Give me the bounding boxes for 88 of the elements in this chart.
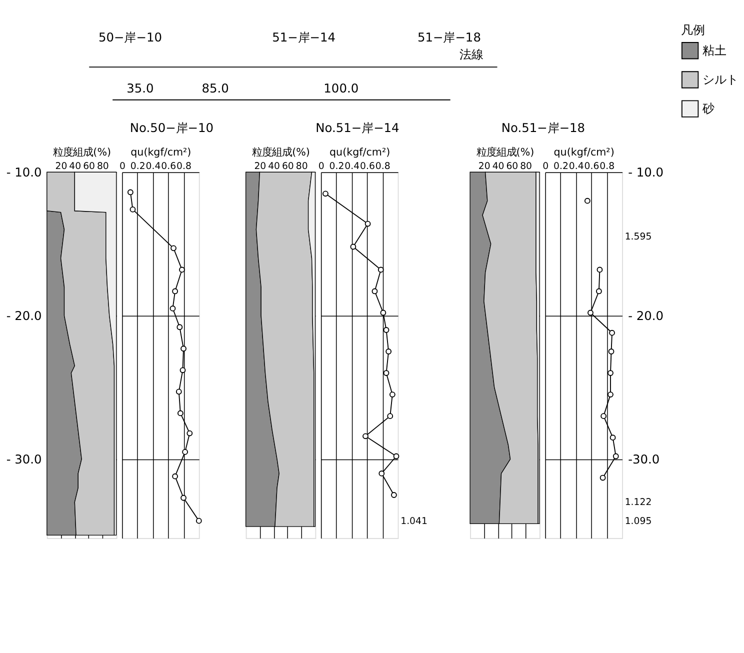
point: [380, 310, 386, 316]
x-tick-label: 0.6: [584, 160, 600, 172]
point: [177, 410, 184, 416]
y-tick-label: - 10.0: [6, 165, 42, 180]
point: [179, 266, 185, 273]
text: No.51−岸−18: [501, 120, 586, 135]
legend-label: 砂: [702, 102, 715, 116]
point: [170, 306, 176, 312]
x-tick-label: 0: [119, 160, 126, 172]
point: [322, 190, 328, 197]
x-axis-title: 粒度組成(%): [252, 146, 310, 159]
point: [391, 492, 397, 498]
point: [378, 266, 384, 273]
text: 35.0: [126, 81, 154, 96]
point: [180, 346, 186, 352]
point: [176, 324, 183, 330]
legend-label: シルト: [702, 72, 739, 86]
point: [180, 494, 186, 501]
x-tick-label: 0: [318, 160, 324, 172]
x-tick-label: 0.8: [600, 160, 615, 172]
point: [362, 433, 368, 440]
x-axis-title: qu(kgf/cm²): [330, 146, 390, 159]
x-tick-label: 0.2: [130, 160, 146, 172]
point: [196, 518, 202, 524]
point: [389, 392, 396, 398]
x-tick-label: 0: [542, 160, 549, 172]
text: 50−岸−10: [98, 30, 162, 45]
text: 100.0: [324, 81, 359, 96]
text: 85.0: [202, 81, 229, 96]
x-tick-label: 0.2: [553, 160, 568, 172]
point: [130, 206, 136, 212]
point: [386, 348, 392, 354]
point: [372, 288, 378, 294]
point: [172, 473, 178, 480]
text: 1.595: [624, 232, 652, 243]
text: No.50−岸−10: [130, 120, 214, 135]
point: [172, 288, 178, 294]
x-tick-label: 80: [96, 160, 109, 172]
x-tick-label: 60: [83, 160, 96, 172]
x-tick-label: 20: [478, 160, 490, 172]
point: [182, 448, 188, 455]
x-tick-label: 40: [492, 160, 504, 172]
x-tick-label: 0.8: [375, 160, 390, 172]
legend-label: 粘土: [702, 43, 727, 58]
x-tick-label: 0.2: [329, 160, 344, 172]
x-tick-label: 0.6: [360, 160, 375, 172]
x-tick-label: 0.4: [568, 160, 584, 172]
x-tick-label: 60: [506, 160, 518, 172]
point: [383, 370, 390, 376]
x-axis-title: 粒度組成(%): [476, 146, 534, 159]
x-tick-label: 0.8: [176, 160, 192, 172]
text: 法線: [460, 48, 484, 62]
x-tick-label: 40: [268, 160, 280, 172]
point: [383, 327, 390, 333]
text: 1.122: [624, 497, 652, 508]
point: [176, 388, 182, 395]
y-tick-label: - 20.0: [6, 308, 42, 323]
point: [350, 244, 356, 250]
x-tick-label: 20: [254, 160, 266, 172]
x-tick-label: 80: [520, 160, 532, 172]
y-tick-label: - 30.0: [6, 452, 42, 466]
x-tick-label: 0.6: [161, 160, 176, 172]
x-axis-title: qu(kgf/cm²): [130, 146, 192, 159]
y-tick-label: - 10.0: [628, 165, 664, 180]
text: 51−岸−14: [272, 30, 336, 45]
x-tick-label: 0.4: [344, 160, 360, 172]
point: [393, 453, 400, 460]
point: [364, 220, 371, 227]
legend-title: 凡例: [681, 23, 706, 38]
y-tick-label: - 20.0: [628, 308, 664, 323]
text: 1.095: [624, 516, 652, 527]
text: 51−岸−18: [418, 30, 481, 45]
x-axis-title: qu(kgf/cm²): [554, 146, 614, 159]
point: [186, 430, 193, 436]
text: No.51−岸−14: [316, 120, 400, 135]
y-tick-label: -30.0: [628, 452, 660, 466]
x-tick-label: 60: [282, 160, 294, 172]
x-tick-label: 80: [296, 160, 308, 172]
x-tick-label: 20: [55, 160, 68, 172]
text: 1.041: [400, 516, 428, 527]
x-tick-label: 0.4: [146, 160, 161, 172]
point: [170, 245, 176, 252]
point: [180, 367, 186, 374]
point: [387, 413, 394, 420]
x-axis-title: 粒度組成(%): [53, 146, 112, 159]
point: [378, 470, 385, 476]
x-tick-label: 40: [69, 160, 82, 172]
point: [127, 189, 134, 196]
